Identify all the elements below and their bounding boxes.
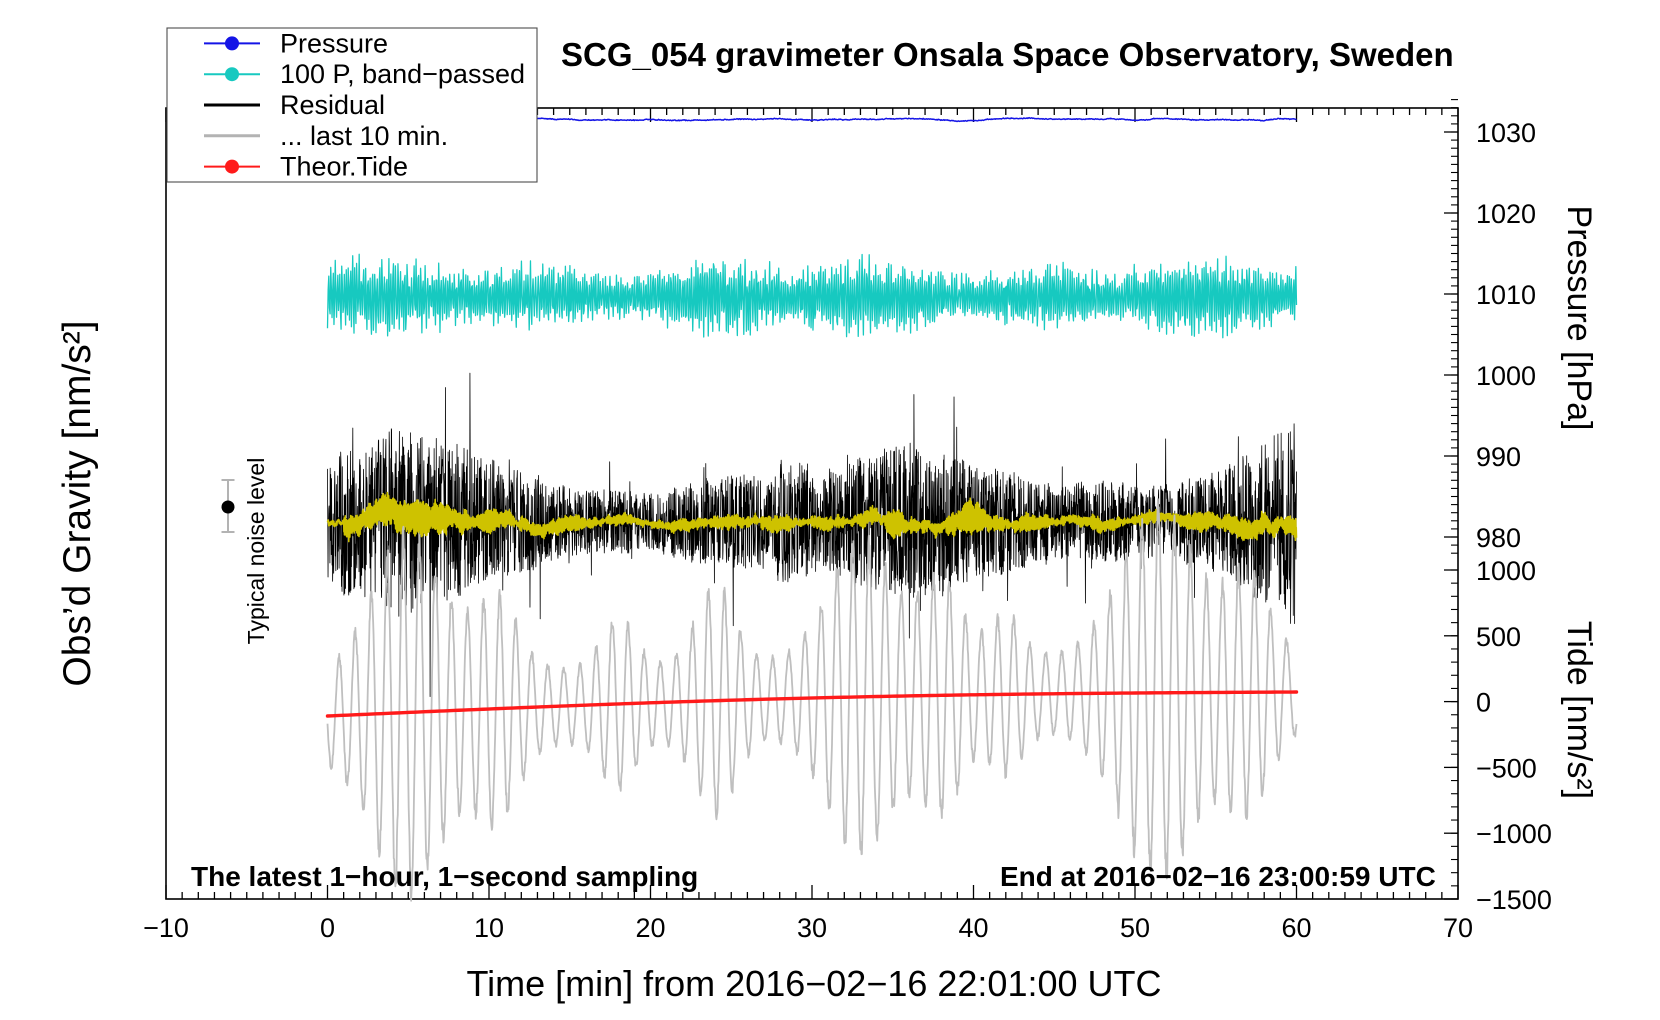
svg-text:Theor.Tide: Theor.Tide: [280, 152, 408, 182]
svg-text:40: 40: [958, 913, 988, 943]
svg-text:−500: −500: [1476, 753, 1537, 783]
svg-text:990: 990: [1476, 442, 1521, 472]
svg-text:−1500: −1500: [1476, 885, 1552, 915]
svg-text:500: 500: [1476, 622, 1521, 652]
svg-text:1020: 1020: [1476, 199, 1536, 229]
svg-text:Pressure: Pressure: [280, 28, 388, 58]
svg-text:0: 0: [320, 913, 335, 943]
svg-text:980: 980: [1476, 523, 1521, 553]
svg-text:100 P, band−passed: 100 P, band−passed: [280, 59, 525, 89]
svg-text:10: 10: [474, 913, 504, 943]
svg-text:50: 50: [1120, 913, 1150, 943]
svg-text:1000: 1000: [1476, 556, 1536, 586]
svg-text:−10: −10: [143, 913, 189, 943]
svg-text:... last 10 min.: ... last 10 min.: [280, 121, 448, 151]
svg-text:End at 2016−02−16 23:00:59 UTC: End at 2016−02−16 23:00:59 UTC: [1000, 861, 1436, 892]
svg-text:The latest 1−hour, 1−second sa: The latest 1−hour, 1−second sampling: [191, 861, 698, 892]
svg-text:Residual: Residual: [280, 90, 385, 120]
svg-text:Tide [nm/s²]: Tide [nm/s²]: [1560, 621, 1598, 799]
svg-text:60: 60: [1281, 913, 1311, 943]
svg-text:−1000: −1000: [1476, 819, 1552, 849]
svg-text:Typical noise level: Typical noise level: [243, 458, 269, 645]
svg-text:20: 20: [635, 913, 665, 943]
svg-text:30: 30: [797, 913, 827, 943]
svg-text:SCG_054 gravimeter Onsala Spac: SCG_054 gravimeter Onsala Space Observat…: [561, 36, 1454, 73]
svg-text:Obs’d Gravity [nm/s²]: Obs’d Gravity [nm/s²]: [56, 320, 99, 686]
svg-text:Time [min] from 2016−02−16 22:: Time [min] from 2016−02−16 22:01:00 UTC: [466, 963, 1161, 1004]
svg-text:1010: 1010: [1476, 280, 1536, 310]
svg-text:70: 70: [1443, 913, 1473, 943]
svg-text:0: 0: [1476, 688, 1491, 718]
svg-text:Pressure [hPa]: Pressure [hPa]: [1560, 206, 1598, 431]
svg-text:1030: 1030: [1476, 118, 1536, 148]
svg-text:1000: 1000: [1476, 361, 1536, 391]
